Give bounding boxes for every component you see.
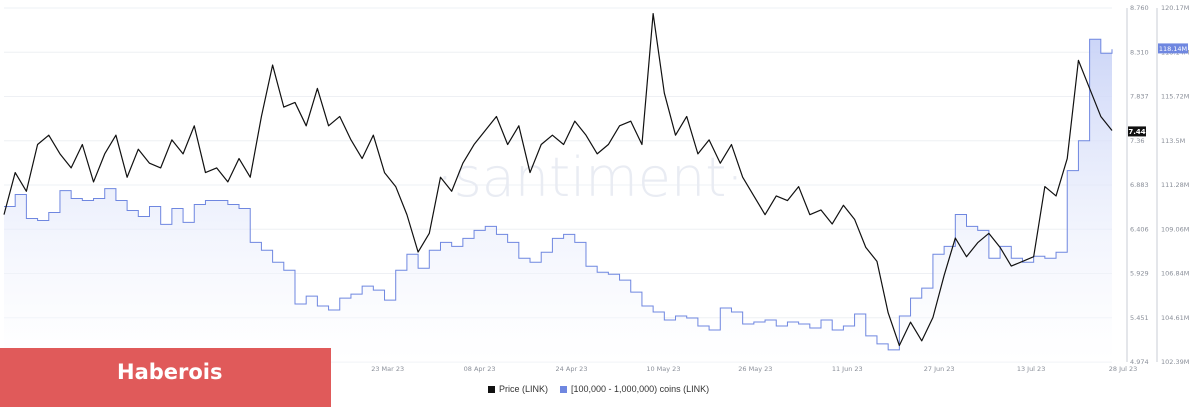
y-left-tick-label: 8.760 [1130, 4, 1149, 12]
legend-swatch-holders [560, 385, 568, 393]
holders-value-tag [1158, 43, 1188, 54]
current-value-labels: 7.44 118.14M [1128, 43, 1188, 137]
y-right-tick-label: 109.06M [1161, 225, 1189, 233]
y-right-tick-label: 102.39M [1161, 358, 1189, 366]
x-tick-label: 10 May 23 [646, 365, 680, 373]
y-left-tick-label: 7.36 [1130, 137, 1144, 145]
x-tick-label: 28 Jul 23 [1109, 365, 1138, 373]
y-left-tick-label: 5.929 [1130, 270, 1149, 278]
y-left-tick-label: 5.451 [1130, 314, 1149, 322]
y-right-tick-label: 104.61M [1161, 314, 1189, 322]
y-left-tick-label: 8.310 [1130, 48, 1149, 56]
y-right-tick-label: 111.28M [1161, 181, 1189, 189]
series-layer [3, 13, 1113, 362]
y-left-tick-label: 4.974 [1130, 358, 1149, 366]
series-area-holders [4, 39, 1112, 362]
x-tick-label: 08 Apr 23 [464, 365, 496, 373]
x-tick-label: 13 Jul 23 [1017, 365, 1046, 373]
y-right-tick-label: 113.5M [1161, 137, 1185, 145]
y-left-tick-label: 6.406 [1130, 225, 1149, 233]
x-tick-label: 23 Mar 23 [371, 365, 404, 373]
y-axis-right: 120.17M 118.14M 115.72M 113.5M 111.28M 109.06… [1161, 4, 1189, 366]
price-value-tag [1128, 126, 1146, 137]
overlay-label: Haberois [117, 360, 223, 384]
x-tick-label: 24 Apr 23 [556, 365, 588, 373]
x-tick-label: 27 Jun 23 [924, 365, 955, 373]
watermark: ·santiment· [436, 146, 743, 209]
series-line-holders [4, 38, 1113, 351]
series-line-price [3, 13, 1113, 347]
y-axis-left: 8.760 8.310 7.837 7.36 6.883 6.406 5.929 5.451 4… [1130, 4, 1149, 366]
y-left-tick-label: 7.837 [1130, 93, 1149, 101]
legend-label-holders: [100,000 - 1,000,000) coins (LINK) [571, 384, 710, 394]
legend-label-price: Price (LINK) [499, 384, 549, 394]
y-right-tick-label: 115.72M [1161, 93, 1189, 101]
y-right-tick-label: 106.84M [1161, 270, 1189, 278]
legend-swatch-price [488, 385, 495, 393]
overlay-badge: Haberois [0, 348, 331, 407]
x-tick-label: 11 Jun 23 [832, 365, 863, 373]
y-right-tick-label: 120.17M [1161, 4, 1189, 12]
price-value-text: 7.44 [1128, 128, 1145, 136]
legend-item-price[interactable]: Price (LINK) [488, 384, 548, 394]
legend: Price (LINK) [100,000 - 1,000,000) coins… [488, 384, 709, 394]
legend-item-holders[interactable]: [100,000 - 1,000,000) coins (LINK) [560, 384, 709, 394]
y-left-tick-label: 6.883 [1130, 181, 1149, 189]
x-tick-label: 26 May 23 [738, 365, 772, 373]
holders-value-text: 118.14M [1159, 45, 1187, 53]
